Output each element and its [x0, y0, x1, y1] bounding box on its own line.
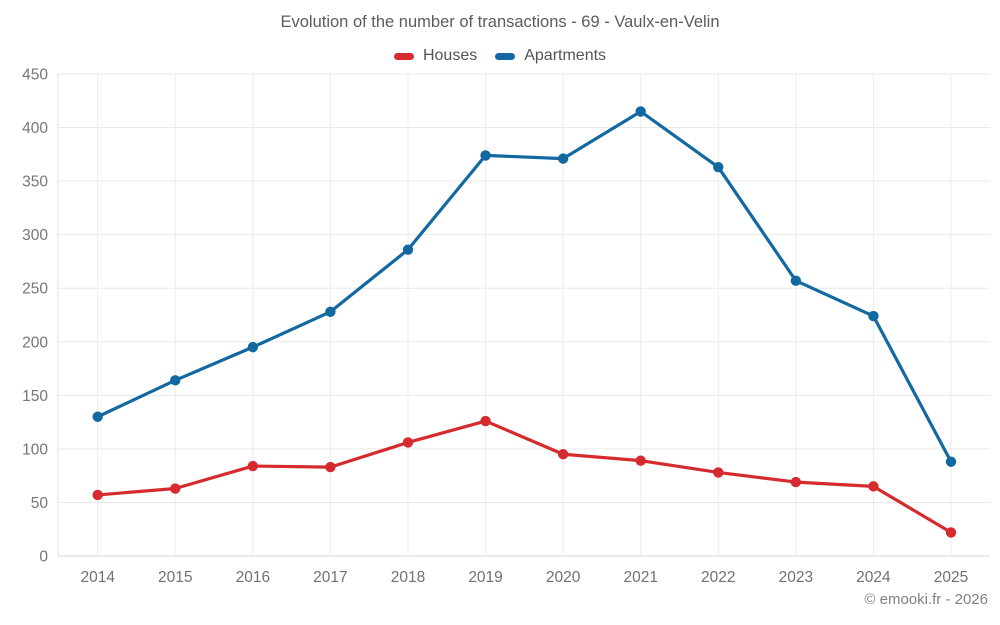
x-tick-label-2020: 2020	[546, 569, 581, 586]
data-point-houses-2015	[170, 483, 181, 494]
x-tick-label-2014: 2014	[80, 569, 115, 586]
x-tick-label-2022: 2022	[701, 569, 735, 586]
x-tick-label-2016: 2016	[236, 569, 270, 586]
x-tick-label-2019: 2019	[468, 569, 502, 586]
x-tick-label-2024: 2024	[856, 569, 891, 586]
data-point-apartments-2021	[635, 106, 646, 117]
data-point-apartments-2016	[247, 341, 259, 353]
series-line-apartments	[96, 109, 953, 464]
data-point-houses-2022	[713, 467, 724, 478]
data-point-apartments-2019	[480, 150, 491, 161]
houses-swatch-icon	[393, 52, 414, 60]
data-point-apartments-2017	[325, 306, 336, 317]
series-line-houses	[96, 419, 953, 535]
y-tick-label-350: 350	[22, 174, 48, 191]
y-tick-label-150: 150	[22, 388, 48, 405]
data-point-houses-2025	[945, 527, 957, 538]
apartments-swatch-icon	[495, 52, 516, 60]
data-point-houses-2021	[635, 455, 646, 466]
data-point-apartments-2025	[945, 456, 957, 467]
data-point-houses-2014	[92, 489, 103, 501]
y-tick-label-0: 0	[39, 549, 48, 566]
x-tick-label-2017: 2017	[313, 569, 347, 586]
legend-label-apartments: Apartments	[524, 47, 607, 64]
x-tick-label-2015: 2015	[158, 569, 192, 586]
data-point-apartments-2014	[92, 411, 103, 422]
y-tick-label-450: 450	[22, 67, 48, 84]
y-tick-label-250: 250	[22, 281, 48, 298]
y-tick-label-300: 300	[22, 227, 48, 244]
legend-item-apartments[interactable]: Apartments	[495, 47, 606, 65]
data-point-apartments-2023	[790, 275, 802, 286]
copyright-text: © emooki.fr - 2026	[864, 591, 988, 608]
x-tick-label-2018: 2018	[391, 569, 425, 586]
legend-label-houses: Houses	[422, 47, 478, 64]
y-tick-label-200: 200	[22, 334, 48, 351]
data-point-apartments-2022	[713, 161, 724, 173]
data-point-apartments-2018	[402, 244, 414, 255]
data-point-houses-2018	[402, 437, 414, 448]
x-tick-label-2025: 2025	[934, 569, 968, 586]
x-tick-label-2021: 2021	[623, 569, 657, 586]
data-point-houses-2016	[247, 460, 259, 472]
legend-item-houses[interactable]: Houses	[393, 47, 478, 65]
data-point-houses-2017	[325, 461, 336, 473]
data-point-houses-2023	[790, 476, 802, 488]
page-title: Evolution of the number of transactions …	[280, 13, 720, 31]
y-tick-label-100: 100	[22, 441, 48, 458]
x-tick-label-2023: 2023	[779, 569, 813, 586]
data-point-apartments-2020	[557, 153, 569, 164]
data-point-houses-2020	[557, 449, 569, 460]
data-point-houses-2019	[480, 415, 491, 427]
data-point-apartments-2015	[170, 375, 181, 386]
data-point-apartments-2024	[868, 310, 879, 322]
y-tick-label-400: 400	[22, 120, 48, 137]
y-tick-label-50: 50	[31, 495, 49, 512]
data-point-houses-2024	[868, 481, 879, 492]
chart-legend: Houses Apartments	[0, 47, 1000, 65]
